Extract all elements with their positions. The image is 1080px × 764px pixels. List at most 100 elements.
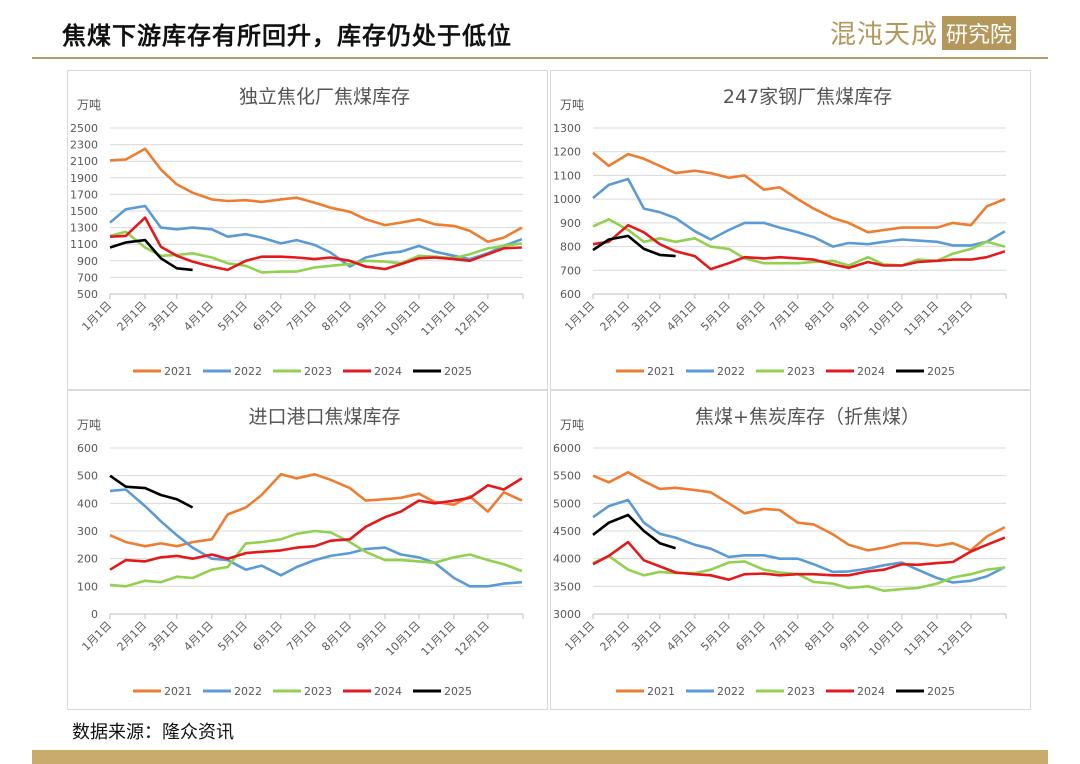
legend-label-2025: 2025 bbox=[927, 365, 955, 378]
series-line-2022 bbox=[109, 488, 523, 588]
x-tick-label: 3月1日 bbox=[146, 299, 181, 334]
legend-label-2025: 2025 bbox=[444, 685, 472, 698]
y-tick-label: 1100 bbox=[70, 238, 98, 251]
legend-label-2023: 2023 bbox=[787, 365, 815, 378]
legend-label-2021: 2021 bbox=[647, 365, 675, 378]
y-tick-label: 500 bbox=[77, 470, 98, 483]
x-tick-label: 12月1日 bbox=[935, 299, 975, 339]
y-tick-label: 6000 bbox=[553, 442, 581, 455]
logo-text-main: 混沌天成 bbox=[830, 20, 939, 50]
legend-label-2024: 2024 bbox=[857, 685, 885, 698]
x-tick-label: 11月1日 bbox=[419, 619, 459, 659]
x-tick-label: 10月1日 bbox=[866, 619, 906, 659]
x-tick-label: 4月1日 bbox=[664, 619, 699, 654]
x-tick-label: 12月1日 bbox=[452, 619, 492, 659]
x-tick-label: 5月1日 bbox=[698, 299, 733, 334]
x-tick-label: 6月1日 bbox=[733, 619, 768, 654]
x-tick-label: 10月1日 bbox=[383, 299, 423, 339]
series-line-2025 bbox=[109, 474, 194, 509]
series-line-2021 bbox=[109, 147, 523, 243]
y-axis-unit-label: 万吨 bbox=[560, 98, 584, 112]
x-tick-label: 11月1日 bbox=[902, 299, 942, 339]
legend-label-2024: 2024 bbox=[857, 365, 885, 378]
x-tick-label: 10月1日 bbox=[383, 619, 423, 659]
legend-label-2021: 2021 bbox=[647, 685, 675, 698]
legend-label-2023: 2023 bbox=[304, 365, 332, 378]
x-tick-label: 11月1日 bbox=[419, 299, 459, 339]
series-line-2021 bbox=[592, 151, 1006, 234]
y-axis-unit-label: 万吨 bbox=[560, 418, 584, 432]
y-axis-unit-label: 万吨 bbox=[77, 418, 101, 432]
series-line-2025 bbox=[592, 513, 676, 550]
chart-title: 独立焦化厂焦煤库存 bbox=[239, 86, 410, 108]
x-tick-label: 12月1日 bbox=[452, 299, 492, 339]
x-tick-label: 12月1日 bbox=[935, 619, 975, 659]
x-tick-label: 8月1日 bbox=[319, 299, 354, 334]
x-tick-label: 8月1日 bbox=[802, 299, 837, 334]
x-tick-label: 2月1日 bbox=[598, 299, 633, 334]
series-line-2021 bbox=[592, 471, 1006, 552]
series-line-2022 bbox=[592, 177, 1006, 248]
y-tick-label: 3000 bbox=[553, 608, 581, 621]
y-tick-label: 5000 bbox=[553, 497, 581, 510]
x-tick-label: 1月1日 bbox=[79, 619, 114, 654]
x-tick-label: 3月1日 bbox=[146, 619, 181, 654]
x-tick-label: 4月1日 bbox=[181, 299, 216, 334]
y-tick-label: 2300 bbox=[70, 139, 98, 152]
x-tick-label: 3月1日 bbox=[629, 299, 664, 334]
series-line-2024 bbox=[592, 223, 1006, 271]
legend-label-2023: 2023 bbox=[787, 685, 815, 698]
x-tick-label: 7月1日 bbox=[284, 619, 319, 654]
series-line-2024 bbox=[109, 216, 522, 272]
x-tick-label: 3月1日 bbox=[629, 619, 664, 654]
chart-title: 247家钢厂焦煤库存 bbox=[723, 86, 892, 108]
y-tick-label: 600 bbox=[77, 442, 98, 455]
x-tick-label: 1月1日 bbox=[562, 619, 597, 654]
x-tick-label: 5月1日 bbox=[215, 299, 250, 334]
x-tick-label: 6月1日 bbox=[250, 619, 285, 654]
y-tick-label: 500 bbox=[77, 288, 98, 301]
y-tick-label: 1000 bbox=[553, 193, 581, 206]
series-line-2022 bbox=[109, 204, 523, 268]
series-line-2024 bbox=[109, 477, 523, 571]
x-tick-label: 1月1日 bbox=[79, 299, 114, 334]
series-line-2023 bbox=[109, 529, 523, 588]
y-tick-label: 1100 bbox=[553, 169, 581, 182]
legend-label-2021: 2021 bbox=[164, 365, 192, 378]
x-tick-label: 2月1日 bbox=[115, 619, 150, 654]
legend-label-2022: 2022 bbox=[717, 685, 745, 698]
y-tick-label: 200 bbox=[77, 553, 98, 566]
x-tick-label: 5月1日 bbox=[215, 619, 250, 654]
y-tick-label: 1900 bbox=[70, 172, 98, 185]
series-line-2025 bbox=[109, 238, 193, 272]
legend-label-2024: 2024 bbox=[374, 685, 402, 698]
legend-label-2022: 2022 bbox=[234, 365, 262, 378]
chart-title: 焦煤+焦炭库存（折焦煤） bbox=[695, 406, 920, 428]
y-tick-label: 600 bbox=[560, 288, 581, 301]
legend-label-2022: 2022 bbox=[234, 685, 262, 698]
y-tick-label: 4000 bbox=[553, 553, 581, 566]
series-line-2022 bbox=[592, 498, 1006, 584]
y-tick-label: 900 bbox=[77, 255, 98, 268]
series-line-2021 bbox=[109, 473, 523, 548]
brand-logo: 混沌天成 研究院 bbox=[830, 14, 1017, 51]
x-tick-label: 7月1日 bbox=[284, 299, 319, 334]
y-tick-label: 400 bbox=[77, 497, 98, 510]
x-tick-label: 4月1日 bbox=[181, 619, 216, 654]
x-tick-label: 7月1日 bbox=[767, 299, 802, 334]
x-tick-label: 2月1日 bbox=[598, 619, 633, 654]
y-tick-label: 2500 bbox=[70, 122, 98, 135]
y-tick-label: 1300 bbox=[70, 222, 98, 235]
legend-label-2024: 2024 bbox=[374, 365, 402, 378]
logo-text-badge: 研究院 bbox=[942, 15, 1017, 50]
page-title: 焦煤下游库存有所回升，库存仍处于低位 bbox=[62, 21, 512, 50]
series-line-2024 bbox=[592, 536, 1006, 581]
x-tick-label: 6月1日 bbox=[733, 299, 768, 334]
y-tick-label: 100 bbox=[77, 580, 98, 593]
x-tick-label: 4月1日 bbox=[664, 299, 699, 334]
chart-panel-coal-coke-total: 焦煤+焦炭库存（折焦煤） 万吨 3000 3500 4000 4500 5000 5500 60… bbox=[550, 390, 1031, 710]
y-tick-label: 5500 bbox=[553, 470, 581, 483]
x-tick-label: 2月1日 bbox=[115, 299, 150, 334]
